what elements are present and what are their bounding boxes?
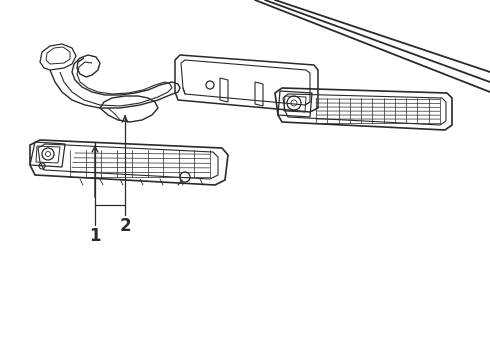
Text: 2: 2	[119, 217, 131, 235]
Text: 1: 1	[89, 227, 101, 245]
